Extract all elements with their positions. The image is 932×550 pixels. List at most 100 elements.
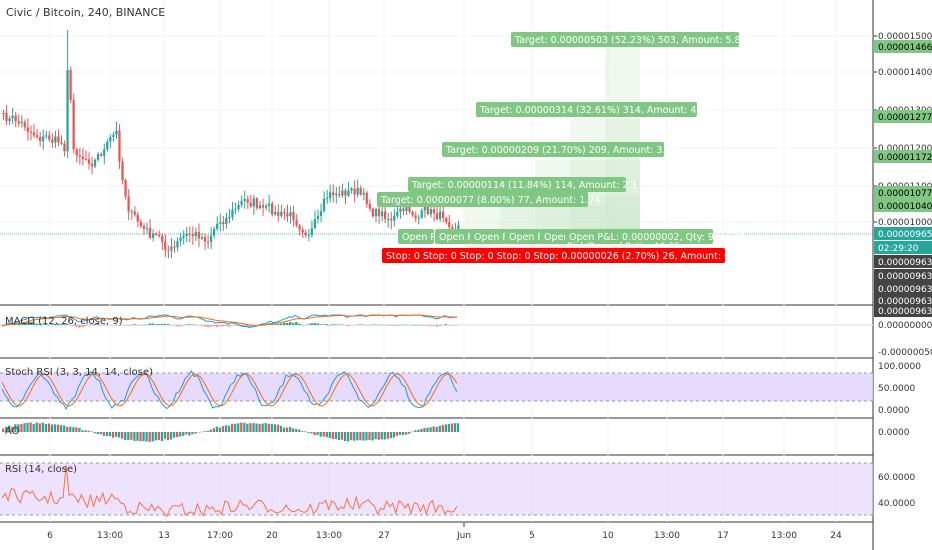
candle-body [374,209,378,217]
macd-hist-bar [84,325,87,327]
ao-bar [154,432,157,441]
risk-reward-label: Risk/Reward Ratio: 19.35 [567,242,680,252]
macd-hist-bar [75,325,78,327]
ao-bar [423,427,426,432]
candle-body [341,190,344,196]
ao-bar [163,432,167,439]
ao-bar [282,427,286,432]
candle-body [48,135,51,140]
macd-hist-bar [362,324,365,326]
ao-bar [47,423,51,432]
ao-bar [362,432,365,441]
ao-bar [56,424,60,432]
ao-bar [17,424,20,432]
macd-hist-bar [29,322,32,325]
x-axis-label: 17 [717,531,728,541]
macd-hist-bar [118,324,121,326]
ao-bar [90,431,93,432]
candle-body [188,233,191,235]
candle-body [167,249,170,251]
ao-bar [78,427,81,432]
x-axis-label: 13 [158,531,169,541]
candle-body [118,130,121,162]
macd-hist-bar [35,323,39,325]
indicator-tick-label: 0.0000 [878,406,910,416]
ao-bar [447,424,451,432]
candle-body [38,136,42,142]
target-label: Target: 0.00000209 (21.70%) 209, Amount:… [445,145,678,156]
candle-body [228,217,231,219]
candle-body [66,70,69,152]
ao-bar [53,424,57,432]
macd-hist-bar [179,325,182,327]
x-axis-label: 24 [830,531,842,541]
macd-hist-bar [377,324,381,326]
indicator-tick-label: 40.0000 [878,499,915,509]
macd-hist-bar [368,324,371,326]
rsi-line [1,464,458,518]
ao-bar [87,430,90,432]
candle-body [356,188,359,195]
ao-bar [194,432,197,434]
price-tick-label: 0.00001400 [878,68,932,78]
macd-hist-bar [420,324,423,326]
ao-bar [359,432,362,441]
candle-body [451,227,454,231]
ao-bar [337,432,341,441]
indicator-tick-label: 60.0000 [878,473,915,483]
ao-bar [310,432,313,434]
macd-hist-bar [227,325,231,327]
candle-body [2,113,5,115]
price-badge [874,282,932,295]
indicator-label: AO [5,426,20,437]
ao-bar [368,432,371,440]
candle-body [417,217,420,219]
macd-hist-bar [145,324,148,326]
candle-body [203,237,207,242]
candle-body [411,211,414,216]
candle-body [383,211,387,219]
macd-hist-bar [301,324,304,326]
macd-hist-bar [380,324,384,326]
ao-bar [8,425,11,432]
price-badge-label: 0.00001077 [878,189,932,199]
candle-body [14,115,17,122]
macd-hist-bar [319,324,322,325]
macd-hist-bar [392,324,396,326]
ao-bar [444,424,447,432]
macd-hist-bar [340,324,344,326]
ao-bar [401,432,405,436]
candle-body [100,153,103,156]
ao-bar [343,432,347,442]
ao-bar [157,432,160,441]
ao-bar [212,428,215,432]
signal-line [2,314,457,327]
candle-body [423,206,426,211]
macd-hist-bar [111,325,115,326]
price-badge-label: 0.00000965 [878,230,932,240]
price-badge-label: 0.00000963 [878,285,932,295]
ao-bar [405,432,408,435]
candle-body [5,113,8,121]
candle-body [212,229,216,236]
candle-body [78,155,81,157]
ao-bar [240,422,243,432]
price-badge-label: 0.00000963 [878,297,932,307]
candle-body [209,235,213,242]
macd-hist-bar [23,322,26,325]
ao-bar [26,422,29,432]
candle-body [194,232,197,237]
macd-hist-bar [176,325,179,327]
candle-body [359,188,362,195]
macd-hist-bar [87,325,90,326]
ao-bar [395,432,399,436]
indicator-tick-label: 0.0000 [878,428,910,438]
candle-body [399,208,402,212]
indicator-tick-label: 100.0000 [878,362,921,372]
ao-bar [130,432,133,440]
ao-bar [72,427,75,432]
ao-bar [273,424,276,432]
macd-hist-bar [456,325,460,326]
ao-bar [295,428,298,432]
